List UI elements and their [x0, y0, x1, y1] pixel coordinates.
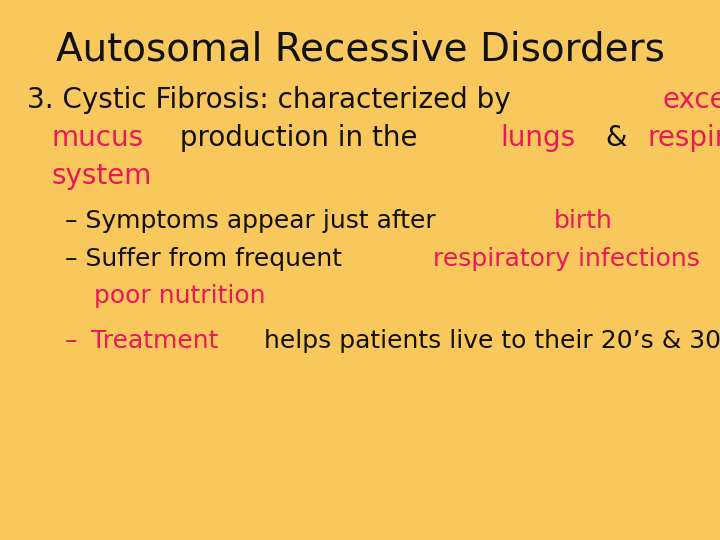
Text: mucus: mucus: [52, 124, 144, 152]
Text: –: –: [65, 329, 85, 353]
Text: birth: birth: [554, 209, 613, 233]
Text: respiratory infections: respiratory infections: [433, 247, 699, 271]
Text: &: &: [597, 124, 636, 152]
Text: respiratory: respiratory: [648, 124, 720, 152]
Text: – Symptoms appear just after: – Symptoms appear just after: [65, 209, 444, 233]
Text: lungs: lungs: [500, 124, 575, 152]
Text: production in the: production in the: [171, 124, 426, 152]
Text: Autosomal Recessive Disorders: Autosomal Recessive Disorders: [55, 30, 665, 69]
Text: helps patients live to their 20’s & 30’s: helps patients live to their 20’s & 30’s: [256, 329, 720, 353]
Text: poor nutrition: poor nutrition: [94, 285, 265, 308]
Text: – Suffer from frequent: – Suffer from frequent: [65, 247, 350, 271]
Text: excess: excess: [663, 86, 720, 114]
Text: Treatment: Treatment: [91, 329, 219, 353]
Text: 3. Cystic Fibrosis: characterized by: 3. Cystic Fibrosis: characterized by: [27, 86, 520, 114]
Text: system: system: [52, 161, 152, 190]
